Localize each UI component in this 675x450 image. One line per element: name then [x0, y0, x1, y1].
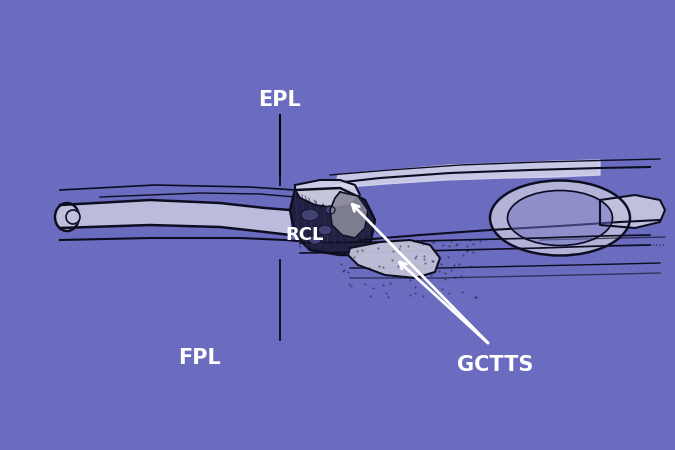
- Ellipse shape: [55, 203, 79, 231]
- Polygon shape: [348, 240, 440, 278]
- Ellipse shape: [66, 210, 80, 224]
- Polygon shape: [60, 200, 290, 235]
- Text: RCL: RCL: [286, 226, 324, 244]
- Ellipse shape: [490, 180, 630, 256]
- Ellipse shape: [309, 235, 321, 244]
- Ellipse shape: [301, 209, 319, 221]
- Text: EPL: EPL: [259, 90, 301, 110]
- Ellipse shape: [508, 190, 612, 246]
- Polygon shape: [600, 195, 665, 228]
- Polygon shape: [290, 188, 375, 255]
- Polygon shape: [330, 192, 368, 238]
- Text: GCTTS: GCTTS: [457, 355, 533, 375]
- Ellipse shape: [318, 225, 332, 235]
- Text: FPL: FPL: [179, 348, 221, 368]
- Polygon shape: [295, 180, 360, 208]
- Ellipse shape: [325, 206, 335, 214]
- Polygon shape: [335, 160, 600, 188]
